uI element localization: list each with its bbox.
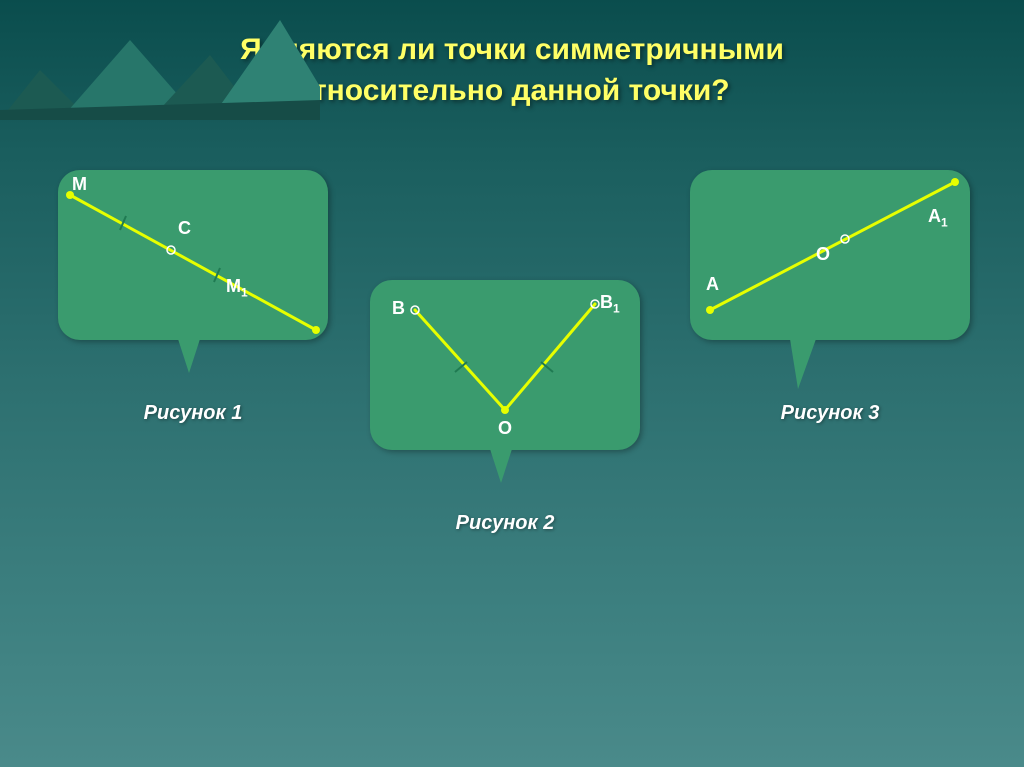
fig3-line — [710, 182, 955, 310]
figure-2-caption: Рисунок 2 — [370, 512, 640, 535]
fig3-endpoint2 — [951, 178, 959, 186]
fig2-vertex-O — [501, 406, 509, 414]
fig3-label-A1: A1 — [928, 206, 948, 230]
figure-2-panel: B B1 O — [370, 280, 640, 450]
fig1-line — [70, 195, 316, 330]
fig1-tail — [178, 339, 200, 373]
figure-1: M C M1 Рисунок 1 — [58, 170, 328, 425]
fig2-line-left — [415, 310, 505, 410]
fig3-label-O: O — [816, 244, 830, 265]
figure-1-caption: Рисунок 1 — [58, 402, 328, 425]
title-line2: относительно данной точки? — [294, 74, 729, 107]
fig2-label-B: B — [392, 298, 405, 319]
fig3-tail — [790, 339, 816, 389]
fig3-endpoint1 — [706, 306, 714, 314]
fig3-label-A: A — [706, 274, 719, 295]
fig2-line-right — [505, 304, 595, 410]
fig1-label-M: M — [72, 174, 87, 195]
fig1-label-M1: M1 — [226, 276, 248, 300]
fig1-endpoint2 — [312, 326, 320, 334]
figure-1-panel: M C M1 — [58, 170, 328, 340]
fig2-tail — [490, 449, 512, 483]
fig2-label-B1: B1 — [600, 292, 620, 316]
decorative-mountains — [0, 0, 320, 120]
title-line1: Являются ли точки симметричными — [240, 33, 784, 66]
figure-2: B B1 O Рисунок 2 — [370, 280, 640, 535]
figure-3-caption: Рисунок 3 — [690, 402, 970, 425]
figure-1-svg — [58, 170, 328, 340]
figure-3-panel: A O A1 — [690, 170, 970, 340]
figure-3: A O A1 Рисунок 3 — [690, 170, 970, 425]
fig2-label-O: O — [498, 418, 512, 439]
fig1-label-C: C — [178, 218, 191, 239]
